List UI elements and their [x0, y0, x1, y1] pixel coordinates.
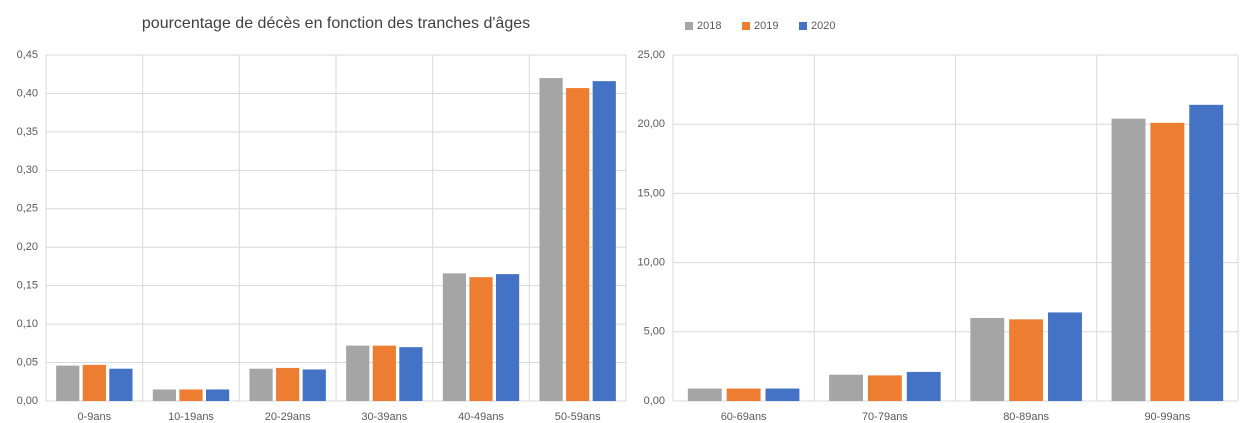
y-tick-label: 0,20: [17, 241, 38, 253]
bar: [372, 345, 396, 401]
legend-swatch: [799, 22, 807, 30]
y-tick-label: 0,25: [17, 203, 38, 215]
bar: [205, 389, 230, 401]
x-tick-label: 40-49ans: [458, 411, 504, 423]
bar: [469, 277, 493, 401]
bar: [592, 81, 616, 402]
legend-swatch: [685, 22, 693, 30]
bar: [1111, 118, 1146, 401]
bar: [906, 371, 941, 401]
bar: [970, 317, 1005, 401]
bar: [1189, 104, 1224, 401]
y-tick-label: 5,00: [644, 326, 665, 338]
y-tick-label: 10,00: [637, 257, 665, 269]
x-tick-label: 60-69ans: [721, 411, 767, 423]
y-tick-label: 0,00: [17, 395, 38, 407]
bar: [302, 369, 326, 401]
bar: [1048, 312, 1082, 401]
y-tick-label: 20,00: [637, 118, 665, 130]
bar: [867, 375, 902, 401]
legend-label: 2020: [811, 20, 835, 32]
bar: [765, 388, 800, 401]
bar: [179, 389, 203, 401]
y-tick-label: 0,40: [17, 87, 38, 99]
y-tick-label: 0,30: [17, 164, 38, 176]
bar: [82, 364, 106, 401]
bar: [399, 347, 423, 401]
x-tick-label: 90-99ans: [1144, 411, 1190, 423]
x-tick-label: 20-29ans: [265, 411, 311, 423]
bar: [346, 345, 370, 401]
x-tick-label: 0-9ans: [78, 411, 112, 423]
y-tick-label: 0,35: [17, 126, 38, 138]
bar: [249, 368, 273, 401]
bar: [109, 368, 133, 401]
y-tick-label: 0,00: [644, 395, 665, 407]
bar: [539, 78, 563, 402]
x-tick-label: 10-19ans: [168, 411, 214, 423]
bar: [152, 389, 177, 401]
bar: [56, 365, 80, 401]
bar: [1009, 319, 1044, 401]
bar: [566, 88, 590, 401]
x-tick-label: 50-59ans: [555, 411, 601, 423]
y-tick-label: 0,05: [17, 356, 38, 368]
y-tick-label: 25,00: [637, 49, 665, 61]
legend-label: 2018: [697, 20, 721, 32]
bar: [442, 273, 467, 401]
x-tick-label: 80-89ans: [1003, 411, 1049, 423]
x-tick-label: 30-39ans: [361, 411, 407, 423]
chart-title: pourcentage de décès en fonction des tra…: [142, 15, 530, 32]
bar: [276, 367, 300, 401]
y-tick-label: 15,00: [637, 187, 665, 199]
bar: [829, 374, 863, 401]
bar: [687, 388, 722, 401]
y-tick-label: 0,45: [17, 49, 38, 61]
y-tick-label: 0,10: [17, 318, 38, 330]
legend-label: 2019: [754, 20, 778, 32]
bar: [495, 274, 520, 401]
legend-swatch: [742, 22, 750, 30]
y-tick-label: 0,15: [17, 280, 38, 292]
x-tick-label: 70-79ans: [862, 411, 908, 423]
bar: [1150, 122, 1185, 401]
bar: [726, 388, 761, 401]
